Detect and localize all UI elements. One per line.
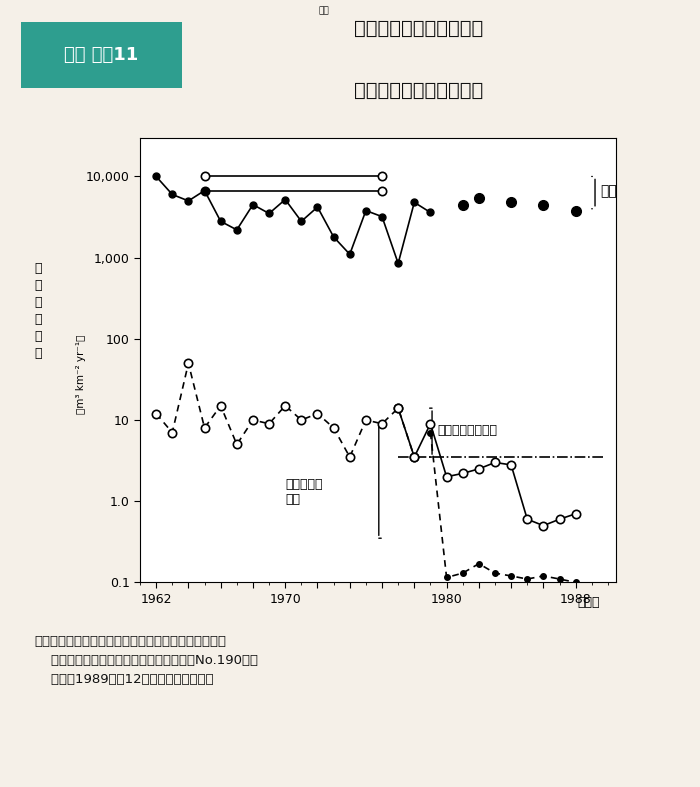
Text: 資料 特－11: 資料 特－11 xyxy=(64,46,138,64)
Text: （m³ km⁻² yr⁻¹）: （m³ km⁻² yr⁻¹） xyxy=(76,334,85,413)
Text: （年）: （年） xyxy=(578,596,600,609)
Text: 年
流
出
土
砂
量: 年 流 出 土 砂 量 xyxy=(35,262,42,360)
Text: 山腹緑化工施工地: 山腹緑化工施工地 xyxy=(437,423,497,437)
Text: 風化花崗岩地帯における: 風化花崗岩地帯における xyxy=(354,19,483,38)
FancyBboxPatch shape xyxy=(21,21,182,87)
Text: 資料：鈴木雅一・福嶋義宏「風化花崗岩山地における
    裸地と森林の土砂生産量」（水利科学（No.190）平
    成元（1989）年12月号）を一部改変。: 資料：鈴木雅一・福嶋義宏「風化花崗岩山地における 裸地と森林の土砂生産量」（水利… xyxy=(34,634,258,685)
Text: 裸地と林地の土砂流出量: 裸地と林地の土砂流出量 xyxy=(354,80,483,99)
Text: 森林化した
地域: 森林化した 地域 xyxy=(285,478,323,506)
Text: こう: こう xyxy=(318,7,329,16)
Text: 裸地: 裸地 xyxy=(600,185,617,198)
